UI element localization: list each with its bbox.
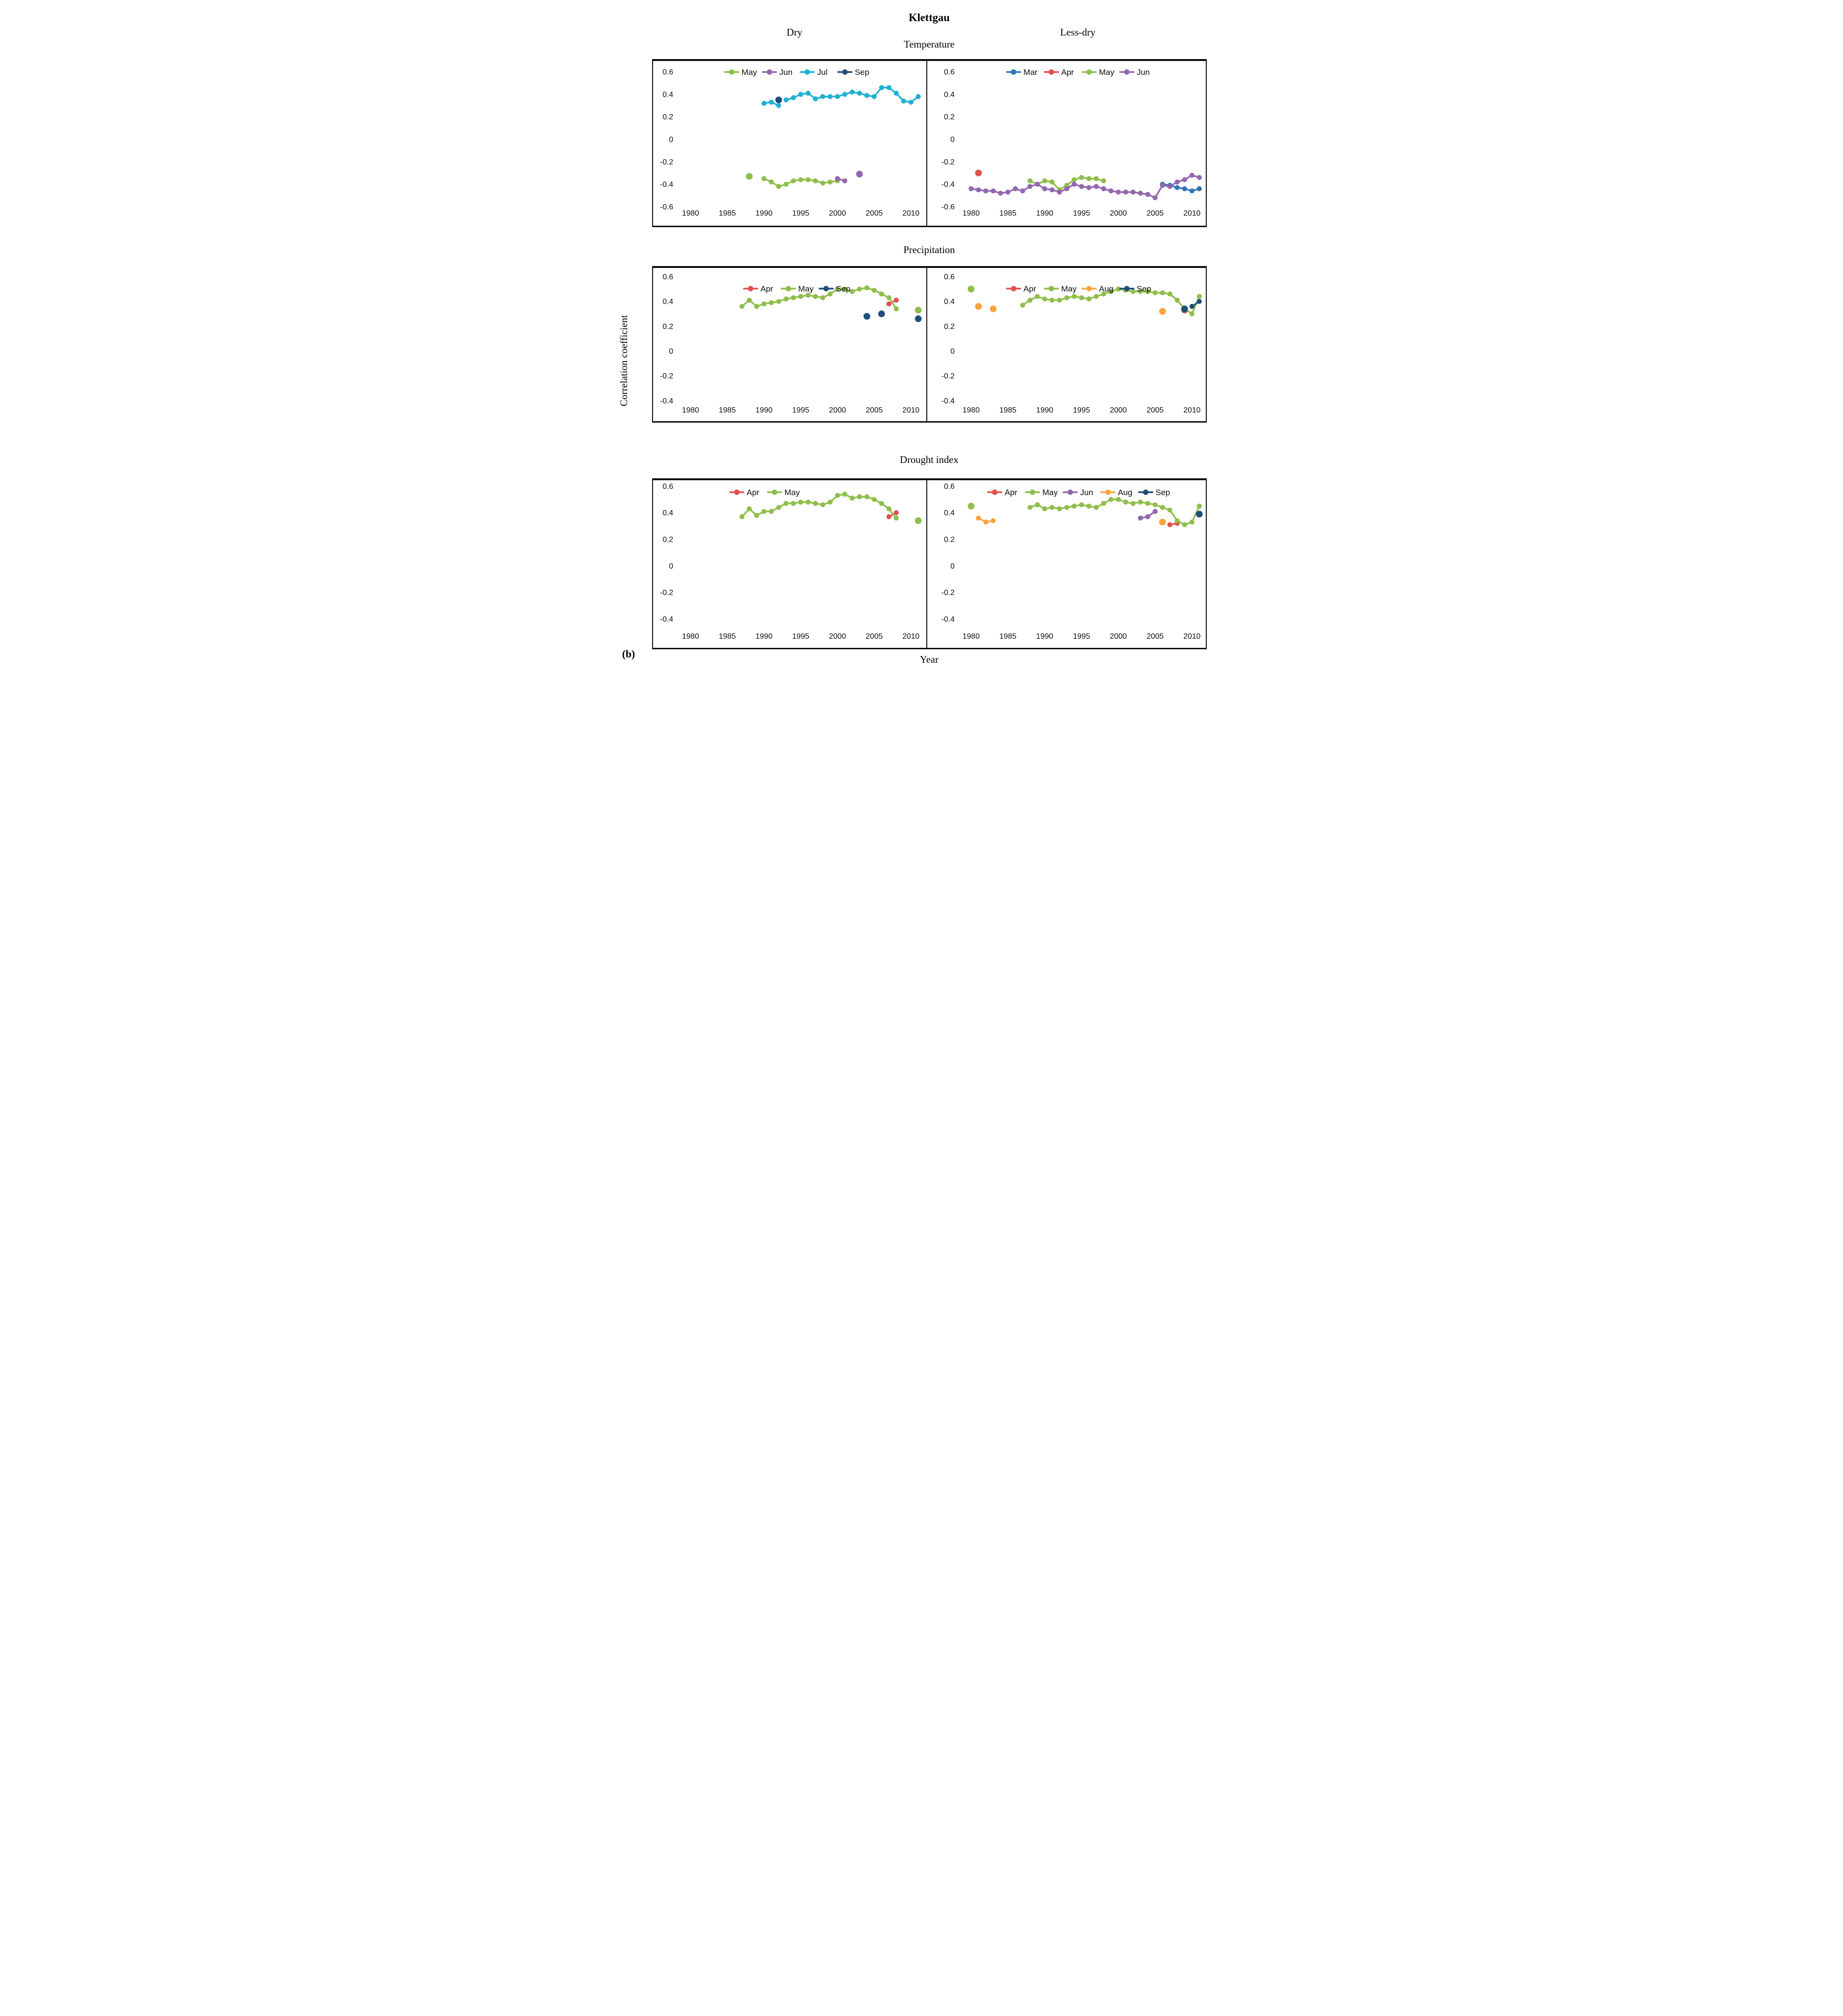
panel-divider-precipitation [926,266,927,423]
column-label-dry: Dry [787,26,802,38]
panel-block-temperature [652,59,1207,227]
column-label-lessdry: Less-dry [1060,26,1096,38]
panel-divider-temperature [926,59,927,227]
figure: Klettgau Dry Less-dry Temperature Precip… [614,0,1229,672]
subfigure-label: (b) [622,648,635,660]
row-title-drought-index: Drought index [900,454,958,465]
y-axis-title: Correlation coefficient [618,315,630,407]
row-title-precipitation: Precipitation [903,244,955,255]
panel-block-precipitation [652,266,1207,423]
x-axis-title: Year [920,654,939,665]
panel-divider-drought-index [926,478,927,649]
row-title-temperature: Temperature [904,38,955,50]
figure-title: Klettgau [909,12,950,24]
panel-block-drought-index [652,478,1207,649]
